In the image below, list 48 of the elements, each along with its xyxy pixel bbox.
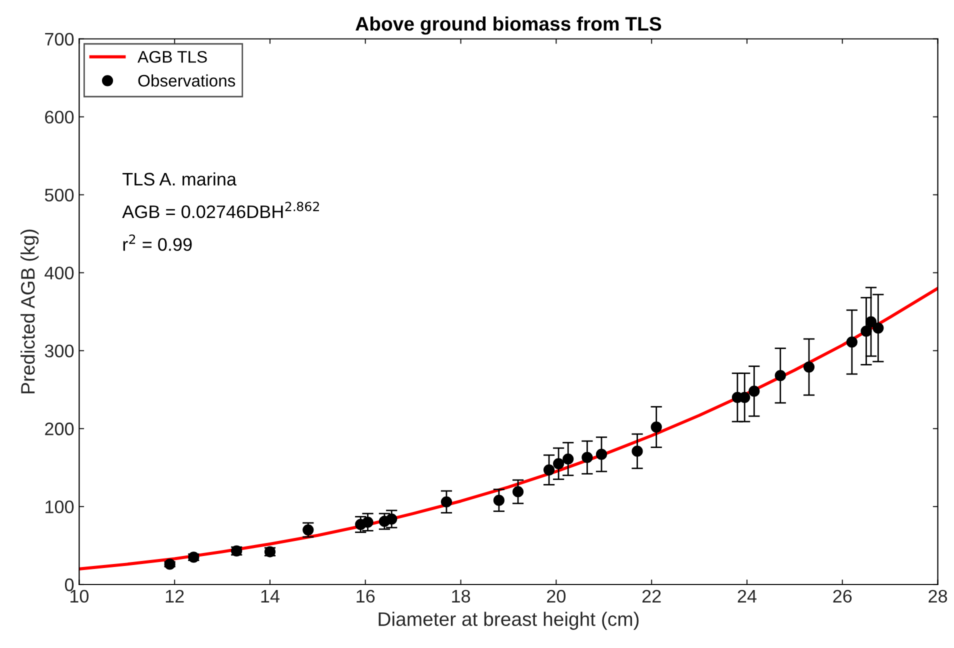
annotation: r$^{2}$ = 0.99 (123, 234, 192, 251)
point (562, 453, 574, 465)
point (650, 421, 662, 433)
x-tick-label: 10 (70, 590, 89, 603)
point (164, 558, 176, 570)
point (632, 446, 643, 457)
point (302, 524, 314, 536)
point (865, 316, 877, 328)
x-tick-label: 20 (547, 590, 566, 603)
x-tick-label: 16 (356, 590, 375, 603)
x-axis-title: Diameter at breast height (cm) (378, 612, 639, 630)
x-tick-label: 24 (738, 590, 756, 602)
x-tick-label: 14 (261, 590, 280, 602)
point (582, 452, 593, 463)
annotation: TLS A. marina (122, 172, 237, 186)
point (386, 513, 398, 525)
point (543, 464, 555, 476)
x-tick-label: 12 (166, 590, 184, 602)
y-tick-label: 700 (45, 32, 74, 46)
point (860, 326, 872, 337)
point (872, 322, 884, 334)
y-tick-label: 400 (44, 266, 74, 280)
point (362, 516, 374, 528)
point (440, 496, 452, 508)
point (846, 336, 858, 348)
legend-label: AGB TLS (138, 50, 207, 63)
y-tick-label: 0 (64, 578, 74, 592)
point (803, 361, 815, 373)
x-tick-label: 28 (928, 590, 948, 603)
x-tick-label: 18 (452, 590, 470, 603)
line-series (79, 286, 938, 570)
point (512, 486, 524, 498)
chart-title: Above ground biomass from TLS (356, 16, 662, 35)
y-tick-label: 300 (44, 344, 74, 358)
point (774, 370, 786, 382)
x-tick-label: 26 (833, 590, 852, 603)
y-tick-label: 500 (44, 188, 74, 202)
y-tick-label: 600 (45, 110, 74, 124)
point (748, 386, 760, 397)
legend-label: Observations (138, 74, 236, 87)
point (493, 494, 504, 506)
y-axis-title: Predicted AGB (kg) (20, 230, 39, 394)
annotation: AGB = 0.02746DBH$^{2.862}$ (122, 202, 319, 218)
x-tick-label: 22 (642, 590, 661, 602)
y-tick-label: 200 (45, 422, 74, 436)
y-tick-label: 100 (46, 500, 74, 514)
point (596, 448, 608, 460)
point (553, 458, 564, 470)
